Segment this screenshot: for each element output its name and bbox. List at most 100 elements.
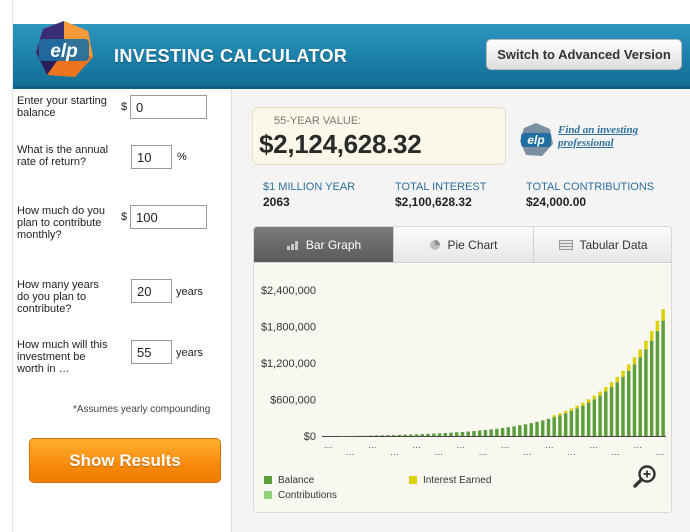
value-amount: $2,124,628.32 bbox=[259, 129, 422, 159]
legend-contributions: Contributions bbox=[278, 490, 337, 501]
zoom-icon[interactable] bbox=[632, 464, 658, 490]
bar-balance bbox=[661, 320, 665, 436]
bar-balance bbox=[403, 434, 407, 436]
bar-balance bbox=[346, 435, 350, 437]
monthly-label: How much do you plan to contribute month… bbox=[17, 205, 106, 241]
left-border bbox=[12, 0, 13, 532]
bar-balance bbox=[466, 431, 470, 436]
bar-balance bbox=[632, 364, 637, 436]
bar-balance bbox=[655, 331, 660, 436]
bar-balance bbox=[529, 423, 533, 436]
legend-balance: Balance bbox=[278, 475, 315, 486]
value-label: 55-YEAR VALUE: bbox=[274, 115, 362, 127]
bar-balance bbox=[535, 421, 539, 436]
years-worth-suffix: years bbox=[176, 347, 203, 359]
bar-balance bbox=[627, 370, 631, 436]
bar-balance bbox=[609, 387, 614, 436]
bar-balance bbox=[569, 410, 574, 436]
rate-of-return-input[interactable] bbox=[131, 145, 172, 169]
bar-balance bbox=[477, 430, 482, 436]
bar-balance bbox=[357, 435, 361, 437]
tab-bar-graph[interactable]: Bar Graph bbox=[254, 227, 394, 262]
bar-interest bbox=[609, 382, 614, 388]
starting-balance-input[interactable] bbox=[130, 95, 207, 119]
bar-balance bbox=[483, 429, 488, 436]
x-tick-label: … bbox=[478, 447, 487, 457]
monthly-prefix: $ bbox=[121, 211, 128, 223]
bar-balance bbox=[472, 431, 476, 436]
find-professional-link[interactable]: Find an investing professional bbox=[558, 124, 639, 149]
bar-interest bbox=[558, 413, 562, 416]
bar-interest bbox=[632, 357, 637, 365]
elp-logo: elp bbox=[36, 21, 93, 77]
bar-balance bbox=[638, 357, 642, 436]
bar-interest bbox=[621, 370, 625, 377]
bar-balance bbox=[615, 382, 619, 436]
bar-balance bbox=[443, 432, 447, 436]
switch-advanced-button[interactable]: Switch to Advanced Version bbox=[486, 39, 682, 70]
bar-balance bbox=[414, 434, 419, 436]
legend-swatch-balance bbox=[264, 476, 272, 484]
y-tick-label: $0 bbox=[304, 431, 316, 443]
bar-balance bbox=[621, 376, 625, 436]
y-tick-label: $2,400,000 bbox=[261, 285, 316, 297]
bar-balance bbox=[598, 395, 602, 436]
x-tick-label: … bbox=[346, 447, 355, 457]
y-tick-label: $600,000 bbox=[270, 395, 316, 407]
bar-balance bbox=[432, 433, 436, 436]
show-results-button[interactable]: Show Results bbox=[29, 438, 221, 483]
x-tick-label: … bbox=[633, 440, 642, 450]
bar-balance bbox=[449, 432, 453, 436]
bar-balance bbox=[575, 408, 579, 436]
bar-interest bbox=[552, 415, 556, 418]
bar-balance bbox=[563, 413, 568, 436]
tab-pie-chart[interactable]: Pie Chart bbox=[394, 227, 534, 262]
bar-balance bbox=[489, 429, 493, 436]
svg-text:elp: elp bbox=[527, 133, 544, 147]
bar-balance bbox=[512, 426, 516, 436]
x-tick-label: … bbox=[545, 440, 554, 450]
bar-chart: $0 $600,000 $1,200,000 $1,800,000 $2,400,000… bbox=[261, 285, 666, 457]
compounding-note: *Assumes yearly compounding bbox=[73, 404, 211, 415]
years-contrib-label: How many years do you plan to contribute… bbox=[17, 279, 99, 315]
rate-label: What is the annual rate of return? bbox=[17, 144, 109, 168]
bar-balance bbox=[581, 405, 585, 436]
y-tick-label: $1,800,000 bbox=[261, 322, 316, 334]
chart-area: $0 $600,000 $1,200,000 $1,800,000 $2,400,000… bbox=[254, 264, 671, 512]
bar-balance bbox=[546, 418, 551, 436]
bar-balance bbox=[437, 433, 442, 436]
bar-balance bbox=[604, 391, 608, 436]
bar-balance bbox=[426, 433, 430, 436]
bar-interest bbox=[615, 376, 619, 383]
million-year-label: $1 MILLION YEAR bbox=[263, 181, 356, 193]
monthly-contribution-input[interactable] bbox=[130, 205, 207, 229]
tab-label: Tabular Data bbox=[579, 237, 648, 252]
bar-balance bbox=[523, 424, 528, 436]
table-icon bbox=[559, 239, 574, 250]
million-year-value: 2063 bbox=[263, 195, 290, 209]
x-tick-label: … bbox=[656, 447, 665, 457]
header-strip bbox=[13, 86, 690, 89]
legend-interest: Interest Earned bbox=[423, 475, 492, 486]
bar-interest bbox=[575, 405, 579, 409]
bar-balance bbox=[386, 435, 390, 436]
bar-balance bbox=[506, 427, 511, 436]
years-contrib-suffix: years bbox=[176, 286, 203, 298]
x-tick-label: … bbox=[434, 447, 443, 457]
bar-interest bbox=[655, 320, 660, 332]
svg-text:elp: elp bbox=[50, 41, 77, 62]
pie-chart-icon bbox=[430, 239, 441, 250]
tab-tabular-data[interactable]: Tabular Data bbox=[534, 227, 671, 262]
years-worth-input[interactable] bbox=[131, 340, 172, 364]
bar-interest bbox=[644, 340, 648, 350]
bar-balance bbox=[369, 435, 373, 437]
bar-interest bbox=[586, 399, 591, 403]
bar-interest bbox=[627, 364, 631, 371]
legend-swatch-interest bbox=[409, 476, 417, 484]
years-contribute-input[interactable] bbox=[131, 279, 172, 303]
chart-panel: Bar Graph Pie Chart Tabular Data $0 $600,… bbox=[253, 226, 672, 513]
bar-graph-icon bbox=[286, 240, 298, 250]
bar-balance bbox=[592, 399, 597, 436]
total-contrib-label: TOTAL CONTRIBUTIONS bbox=[526, 181, 655, 193]
bar-balance bbox=[374, 435, 379, 436]
